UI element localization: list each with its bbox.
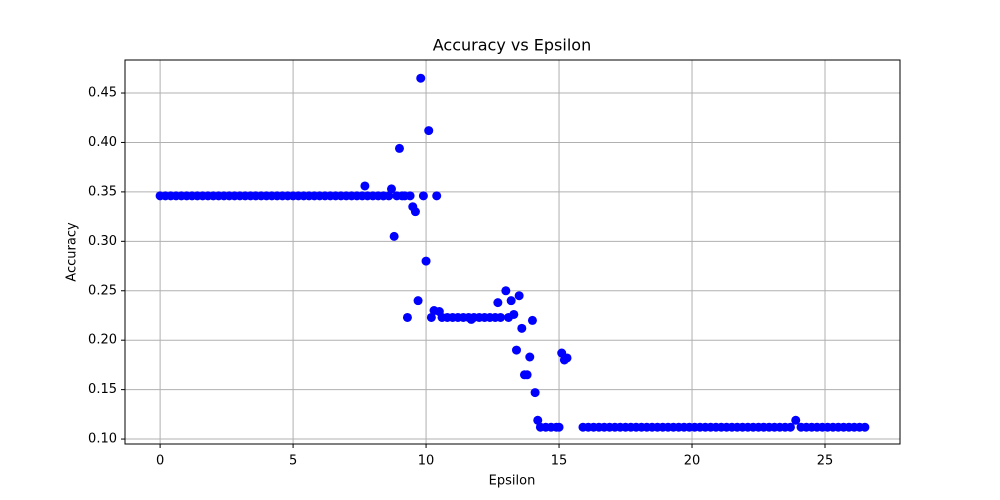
y-tick-label: 0.45 [88,86,117,101]
point [514,291,524,301]
y-tick-label: 0.35 [88,184,117,199]
x-tick-label: 0 [156,454,164,469]
point [394,143,404,153]
chart-title: Accuracy vs Epsilon [433,36,591,55]
point [562,353,572,363]
point [530,388,540,398]
x-tick-label: 25 [817,454,834,469]
point [413,296,423,306]
x-tick-label: 15 [551,454,568,469]
y-tick-label: 0.25 [88,283,117,298]
point [384,191,394,201]
point [791,415,801,425]
point [533,415,543,425]
x-axis-label: Epsilon [489,474,536,489]
y-tick-label: 0.40 [88,135,117,150]
point [860,422,870,432]
point [525,352,535,362]
plot-frame [124,59,901,445]
y-tick-label: 0.20 [88,333,117,348]
point [360,181,370,191]
point [402,312,412,322]
x-tick-label: 5 [289,454,297,469]
point [522,370,532,380]
point [405,191,415,201]
y-axis-label: Accuracy [65,222,80,282]
point [421,256,431,266]
point [416,73,426,83]
y-tick-label: 0.30 [88,234,117,249]
point [554,422,564,432]
point [389,231,399,241]
x-tick-label: 10 [418,454,435,469]
point [424,126,434,136]
point [493,298,503,308]
point [527,315,537,325]
point [511,345,521,355]
point [517,323,527,333]
point [426,312,436,322]
point [466,314,476,324]
point [410,207,420,217]
point [785,422,795,432]
point [496,312,506,322]
y-tick-label: 0.15 [88,382,117,397]
point [509,309,519,319]
point [432,191,442,201]
y-tick-label: 0.10 [88,432,117,447]
x-tick-label: 20 [684,454,701,469]
point [501,286,511,296]
point [418,191,428,201]
point [386,184,396,194]
point [506,296,516,306]
